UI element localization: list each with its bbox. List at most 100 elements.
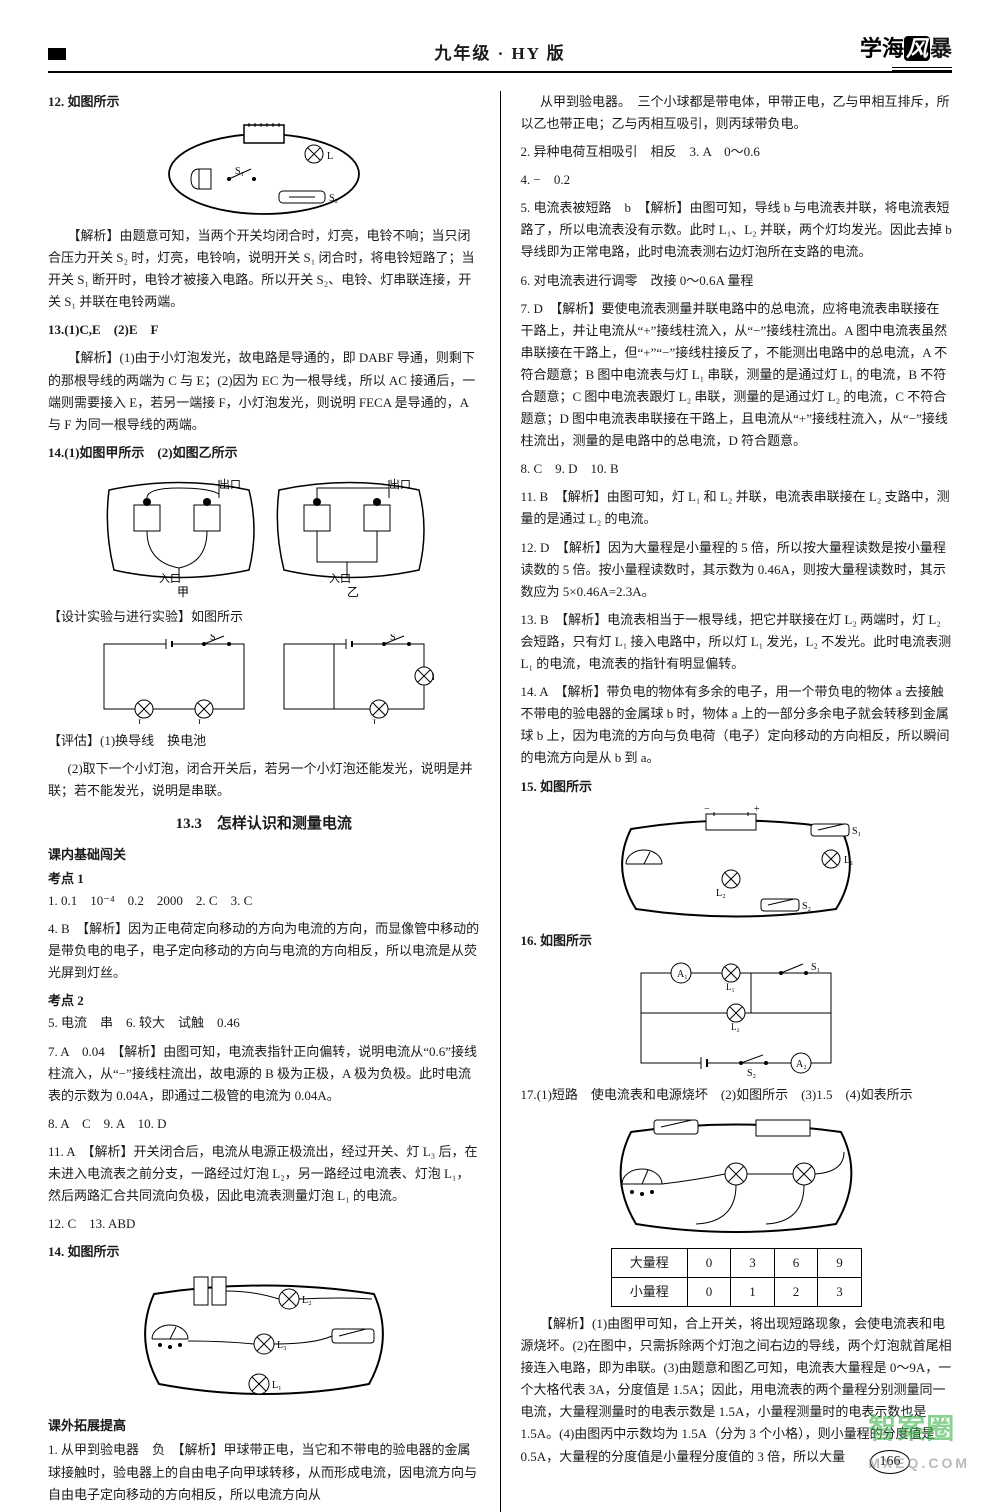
svg-text:A₂: A₂ xyxy=(796,1059,807,1070)
r13: 13. B 【解析】电流表相当于一根导线，把它并联接在灯 L₂ 两端时，灯 L₂… xyxy=(521,609,953,675)
section-13-3-title: 13.3 怎样认识和测量电流 xyxy=(48,812,480,838)
table-row: 小量程 0 1 2 3 xyxy=(611,1277,861,1306)
brand-text-3: 暴 xyxy=(930,36,952,61)
r17-figure xyxy=(521,1112,953,1242)
kd1-line1: 1. 0.1 10⁻⁴ 0.2 2000 2. C 3. C xyxy=(48,890,480,912)
r15-figure: − + S₁ L₁ L₂ S₂ xyxy=(521,804,953,924)
table-row: 大量程 0 3 6 9 xyxy=(611,1248,861,1277)
table-cell: 小量程 xyxy=(611,1277,687,1306)
svg-text:S₂: S₂ xyxy=(802,901,811,912)
kd2-line5: 5. 电流 串 6. 较大 试触 0.46 xyxy=(48,1012,480,1034)
kd2-line8: 8. A C 9. A 10. D xyxy=(48,1113,480,1135)
page-header: 九年级 · HY 版 学海风暴 xyxy=(48,40,952,73)
svg-text:S: S xyxy=(210,634,216,643)
svg-text:L₁: L₁ xyxy=(138,718,147,724)
right-column: 从甲到验电器。 三个小球都是带电体，甲带正电，乙与甲相互排斥，所以乙也带正电；乙… xyxy=(521,91,953,1512)
q13-line: 13.(1)C,E (2)E F xyxy=(48,319,480,341)
svg-text:L₂: L₂ xyxy=(731,1022,740,1032)
q14-eval2: (2)取下一个小灯泡，闭合开关后，若另一个小灯泡还能发光，说明是并联；若不能发光… xyxy=(48,758,480,802)
q14-eval1: 【评估】(1)换导线 换电池 xyxy=(48,730,480,752)
out-label: 出口 xyxy=(219,477,241,491)
r11: 11. B 【解析】由图可知，灯 L₁ 和 L₂ 并联，电流表串联接在 L₂ 支… xyxy=(521,486,953,530)
table-cell: 9 xyxy=(818,1248,862,1277)
in-label2: 入口 xyxy=(329,573,351,585)
svg-text:S₁: S₁ xyxy=(852,826,861,837)
q14-design: 【设计实验与进行实验】如图所示 xyxy=(48,606,480,628)
svg-text:L₂: L₂ xyxy=(373,718,382,724)
svg-text:L₁: L₁ xyxy=(432,672,434,682)
r4: 4. − 0.2 xyxy=(521,169,953,191)
out-label2: 出口 xyxy=(389,477,411,491)
svg-text:L: L xyxy=(327,151,333,162)
r2: 2. 异种电荷互相吸引 相反 3. A 0～0.6 xyxy=(521,141,953,163)
q12-analysis: 【解析】由题意可知，当两个开关均闭合时，灯亮，电铃不响；当只闭合压力开关 S₂ … xyxy=(48,225,480,313)
watermark-main: 智案圈 xyxy=(868,1413,955,1444)
table-cell: 0 xyxy=(687,1277,731,1306)
kd2-q7: 7. A 0.04 【解析】由图可知，电流表指针正向偏转，说明电流从“0.6”接… xyxy=(48,1041,480,1107)
kd2-heading: 考点 2 xyxy=(48,990,480,1012)
table-cell: 0 xyxy=(687,1248,731,1277)
table-cell: 2 xyxy=(774,1277,818,1306)
brand-text-1: 学海 xyxy=(860,36,904,61)
r16: 16. 如图所示 xyxy=(521,930,953,952)
r17: 17.(1)短路 使电流表和电源烧坏 (2)如图所示 (3)1.5 (4)如表所… xyxy=(521,1084,953,1106)
kd2-line12: 12. C 13. ABD xyxy=(48,1213,480,1235)
kd2-q11: 11. A 【解析】开关闭合后，电流从电源正极流出，经过开关、灯 L₃ 后，在未… xyxy=(48,1141,480,1207)
watermark: 智案圈 MXEQ.COM xyxy=(868,1405,970,1476)
r6: 6. 对电流表进行调零 改接 0～0.6A 量程 xyxy=(521,270,953,292)
header-left-block xyxy=(48,48,66,60)
q14-line: 14.(1)如图甲所示 (2)如图乙所示 xyxy=(48,442,480,464)
table-cell: 6 xyxy=(774,1248,818,1277)
r16-figure: A₁ L₁ S₁ L₂ S₂ A₂ xyxy=(521,958,953,1078)
svg-text:L₁: L₁ xyxy=(726,982,735,992)
svg-text:S₂: S₂ xyxy=(329,193,338,204)
svg-text:S₂: S₂ xyxy=(747,1068,756,1078)
q14-circuit-figures: S L₁ L₂ S L₁ L₂ xyxy=(48,634,480,724)
svg-text:L₃: L₃ xyxy=(277,1340,287,1351)
table-cell: 3 xyxy=(818,1277,862,1306)
brand-text-2: 风 xyxy=(904,36,930,61)
kd1-q4: 4. B 【解析】因为正电荷定向移动的方向为电流的方向，而显像管中移动的是带负电… xyxy=(48,918,480,984)
table-cell: 大量程 xyxy=(611,1248,687,1277)
svg-text:−: − xyxy=(704,804,710,815)
kewai-heading: 课外拓展提高 xyxy=(48,1415,480,1437)
q13-analysis: 【解析】(1)由于小灯泡发光，故电路是导通的，即 DABF 导通，则剩下的那根导… xyxy=(48,347,480,435)
header-title: 九年级 · HY 版 xyxy=(434,40,565,69)
in-label: 入口 xyxy=(159,573,181,585)
svg-text:L₂: L₂ xyxy=(198,718,207,724)
svg-text:L₂: L₂ xyxy=(716,888,726,899)
range-table: 大量程 0 3 6 9 小量程 0 1 2 3 xyxy=(611,1248,862,1307)
jia-label: 甲 xyxy=(177,585,189,599)
r14: 14. A 【解析】带负电的物体有多余的电子，用一个带负电的物体 a 去接触不带… xyxy=(521,681,953,769)
q12-figure: L S₁ S₂ xyxy=(48,119,480,219)
r15: 15. 如图所示 xyxy=(521,776,953,798)
left-column: 12. 如图所示 L S₁ S₂ xyxy=(48,91,480,1512)
q12-label: 12. 如图所示 xyxy=(48,91,480,113)
q14-figure-rooms: 出口 入口 甲 出口 入口 乙 xyxy=(48,470,480,600)
r8: 8. C 9. D 10. B xyxy=(521,458,953,480)
q14-big-circuit: L₂ L₃ L₁ xyxy=(48,1269,480,1409)
content-columns: 12. 如图所示 L S₁ S₂ xyxy=(48,91,952,1512)
kenei-heading: 课内基础闯关 xyxy=(48,844,480,866)
svg-text:+: + xyxy=(754,804,760,815)
svg-text:A₁: A₁ xyxy=(677,969,688,980)
svg-text:S₁: S₁ xyxy=(235,166,244,177)
svg-text:L₁: L₁ xyxy=(844,855,854,866)
r12: 12. D 【解析】因为大量程是小量程的 5 倍，所以按大量程读数是按小量程读数… xyxy=(521,537,953,603)
watermark-sub: MXEQ.COM xyxy=(868,1452,970,1476)
table-cell: 3 xyxy=(731,1248,775,1277)
r-cont1: 从甲到验电器。 三个小球都是带电体，甲带正电，乙与甲相互排斥，所以乙也带正电；乙… xyxy=(521,91,953,135)
svg-text:S₁: S₁ xyxy=(811,962,820,973)
header-right-lines xyxy=(892,67,952,73)
kd1-heading: 考点 1 xyxy=(48,868,480,890)
kd2-q14: 14. 如图所示 xyxy=(48,1241,480,1263)
svg-text:L₁: L₁ xyxy=(272,1380,282,1391)
r5: 5. 电流表被短路 b 【解析】由图可知，导线 b 与电流表并联，将电流表短路了… xyxy=(521,197,953,263)
r7: 7. D 【解析】要使电流表测量并联电路中的总电流，应将电流表串联接在干路上，并… xyxy=(521,298,953,453)
column-separator xyxy=(500,91,501,1512)
table-cell: 1 xyxy=(731,1277,775,1306)
yi-label: 乙 xyxy=(347,585,359,599)
brand-logo: 学海风暴 xyxy=(860,30,952,67)
svg-text:S: S xyxy=(390,634,396,643)
svg-text:L₂: L₂ xyxy=(302,1295,312,1306)
